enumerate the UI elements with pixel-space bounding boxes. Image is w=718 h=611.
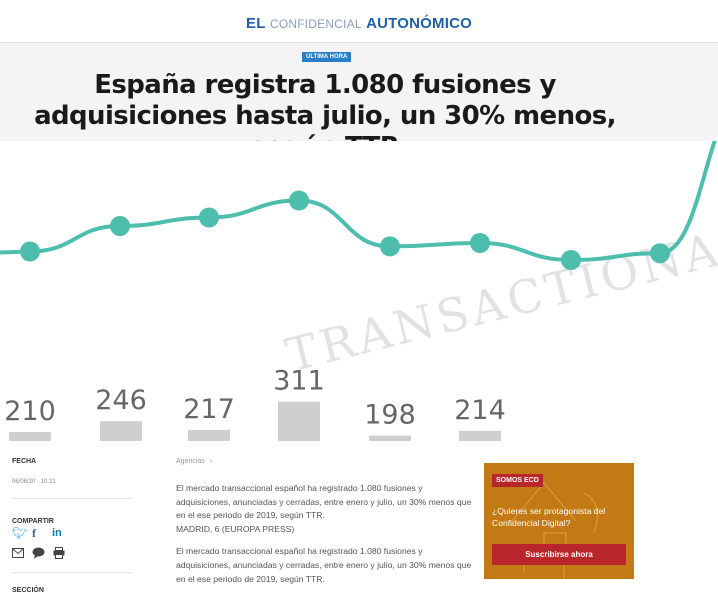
data-point	[380, 236, 400, 257]
seccion-label: SECCIÓN	[12, 587, 44, 594]
breadcrumb-separator: ›	[209, 458, 213, 465]
paragraph: El mercado transaccional español ha regi…	[176, 546, 472, 584]
data-point	[199, 207, 219, 228]
series-line	[0, 141, 717, 263]
share-row-2	[12, 547, 72, 561]
hero-image-chart: TRANSACTIONAL 210 246 217 311 198 214	[0, 141, 718, 441]
data-bar	[188, 429, 230, 441]
hero: ULTIMA HORA España registra 1.080 fusion…	[0, 43, 718, 441]
headline-band: ULTIMA HORA España registra 1.080 fusion…	[0, 43, 718, 162]
data-bar	[100, 421, 142, 441]
promo-badge: SOMOS ECD	[492, 474, 543, 487]
data-label: 210	[4, 396, 56, 427]
share-row-1: 🐦︎ f in	[12, 527, 72, 541]
data-bar	[459, 430, 501, 441]
twitter-icon[interactable]: 🐦︎	[12, 526, 28, 540]
meta-sidebar: FECHA 06/08/20 · 10:21	[12, 458, 132, 485]
divider	[12, 572, 132, 573]
logo-el: EL	[246, 15, 266, 32]
data-label: 214	[454, 395, 506, 426]
data-point	[561, 250, 581, 270]
breadcrumb-item[interactable]: Agencias	[176, 458, 205, 465]
article-body: Agencias › El mercado transaccional espa…	[176, 458, 476, 586]
data-label: 246	[95, 385, 147, 416]
logo-autonomico: AUTONÓMICO	[366, 15, 472, 32]
data-label: 217	[183, 394, 235, 425]
linkedin-icon[interactable]: in	[52, 527, 62, 539]
data-point	[470, 233, 490, 253]
divider	[12, 498, 132, 499]
compartir-label: COMPARTIR	[12, 510, 54, 528]
promo-box: SOMOS ECD ¿Quieres ser protagonista del …	[484, 463, 634, 579]
breadcrumb: Agencias ›	[176, 458, 476, 465]
email-icon[interactable]	[12, 548, 24, 558]
comment-icon[interactable]	[32, 547, 45, 559]
site-logo[interactable]: EL CONFIDENCIAL AUTONÓMICO	[0, 15, 718, 32]
data-bar	[369, 435, 411, 441]
fecha-value: 06/08/20 · 10:21	[12, 479, 56, 485]
dateline: MADRID, 6 (EUROPA PRESS)	[176, 523, 295, 534]
promo-text: ¿Quieres ser protagonista del Confidenci…	[492, 506, 606, 528]
data-bar	[278, 401, 320, 441]
fecha-label: FECHA	[12, 458, 37, 465]
page-title: España registra 1.080 fusiones y adquisi…	[34, 70, 616, 162]
print-icon[interactable]	[53, 547, 65, 559]
subscribe-button[interactable]: Suscribirse ahora	[492, 544, 626, 565]
data-label: 198	[364, 400, 416, 431]
data-bar	[9, 432, 51, 441]
data-point	[20, 241, 40, 262]
data-label: 311	[273, 366, 325, 397]
site-header: EL CONFIDENCIAL AUTONÓMICO	[0, 0, 718, 43]
paragraph: El mercado transaccional español ha regi…	[176, 483, 472, 521]
facebook-icon[interactable]: f	[32, 526, 36, 540]
line-chart: 210 246 217 311 198 214	[0, 141, 717, 441]
logo-confidencial: CONFIDENCIAL	[269, 17, 362, 31]
compartir-text: COMPARTIR	[12, 518, 54, 525]
data-point	[289, 190, 309, 211]
data-point	[110, 216, 130, 236]
breaking-news-tag: ULTIMA HORA	[302, 52, 352, 62]
data-point	[650, 243, 670, 264]
